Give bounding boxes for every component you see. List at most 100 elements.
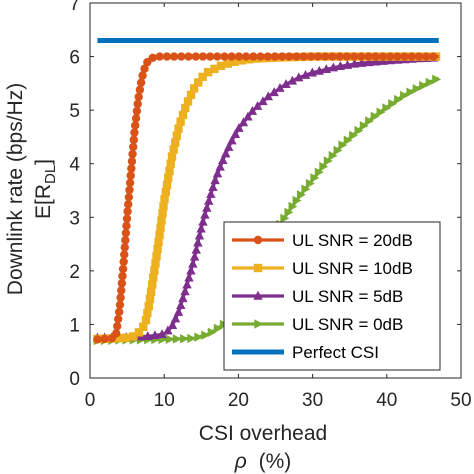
data-point xyxy=(117,279,127,288)
y-axis-suffix: ] xyxy=(32,159,55,165)
data-point xyxy=(221,148,231,158)
series-0 xyxy=(93,52,439,344)
y-axis-subtitle: E[RDL] xyxy=(32,159,59,219)
data-point xyxy=(155,230,164,240)
data-point xyxy=(151,259,160,268)
data-point xyxy=(371,52,380,61)
data-point xyxy=(129,332,138,341)
data-point xyxy=(203,67,213,77)
data-point xyxy=(285,52,294,61)
data-point xyxy=(194,332,204,342)
data-point xyxy=(364,52,373,61)
data-point xyxy=(163,325,173,335)
y-axis-prefix: E[R xyxy=(32,184,55,219)
data-point xyxy=(122,214,132,223)
data-point xyxy=(269,87,279,97)
data-point xyxy=(349,130,359,141)
data-point xyxy=(307,67,318,77)
data-point xyxy=(194,230,205,240)
legend-item: UL SNR = 10dB xyxy=(232,259,413,278)
data-point xyxy=(131,121,140,130)
data-point xyxy=(419,80,429,91)
data-point xyxy=(188,258,198,268)
data-point xyxy=(124,192,134,202)
data-point xyxy=(220,52,229,61)
data-point xyxy=(128,142,138,152)
legend-item: UL SNR = 0dB xyxy=(232,315,403,334)
data-point xyxy=(378,52,388,61)
data-point xyxy=(204,195,214,205)
y-tick-label: 4 xyxy=(69,155,80,176)
data-point xyxy=(112,329,121,338)
data-point xyxy=(213,323,223,334)
data-point xyxy=(180,286,190,296)
data-point xyxy=(328,62,339,72)
data-point xyxy=(210,64,219,74)
data-point xyxy=(237,56,247,65)
data-point xyxy=(333,145,343,156)
data-point xyxy=(178,293,188,303)
x-tick-label: 40 xyxy=(376,390,397,411)
data-point xyxy=(299,52,308,61)
data-point xyxy=(160,194,169,204)
data-point xyxy=(166,159,175,168)
data-point xyxy=(165,166,174,176)
data-point xyxy=(132,106,142,116)
data-point xyxy=(129,135,139,144)
data-point xyxy=(162,180,172,190)
data-point xyxy=(184,272,194,282)
data-point xyxy=(328,150,338,161)
x-axis-title: CSI overhead xyxy=(199,422,327,445)
data-point xyxy=(120,243,129,252)
data-point xyxy=(230,129,241,139)
data-point xyxy=(161,187,170,197)
data-point xyxy=(207,327,217,337)
data-point xyxy=(198,52,208,61)
data-point xyxy=(113,314,123,324)
data-point xyxy=(201,330,211,340)
data-point xyxy=(140,64,149,73)
data-point xyxy=(171,138,180,147)
data-point xyxy=(296,190,306,200)
data-point xyxy=(100,334,109,344)
data-point xyxy=(194,78,203,87)
data-point xyxy=(359,121,369,131)
data-point xyxy=(321,64,332,74)
data-point xyxy=(385,52,395,61)
data-point xyxy=(117,286,126,295)
data-point xyxy=(136,78,146,87)
legend-item: UL SNR = 5dB xyxy=(232,287,403,306)
data-point xyxy=(143,308,152,318)
data-point xyxy=(342,59,353,69)
data-point xyxy=(323,156,333,166)
data-point xyxy=(184,52,193,61)
data-point xyxy=(139,322,148,331)
data-point xyxy=(147,280,157,289)
data-point xyxy=(186,90,196,100)
legend-marker xyxy=(253,235,263,245)
data-point xyxy=(186,265,196,275)
data-point xyxy=(126,171,135,180)
data-point xyxy=(270,52,280,61)
data-point xyxy=(125,185,134,195)
y-tick-label: 2 xyxy=(69,262,80,283)
data-point xyxy=(202,202,212,212)
data-point xyxy=(310,173,320,183)
data-point xyxy=(343,135,353,145)
data-point xyxy=(314,65,325,75)
data-point xyxy=(196,223,206,233)
data-point xyxy=(218,155,228,164)
data-point xyxy=(153,244,162,254)
data-point xyxy=(382,103,392,113)
data-point xyxy=(189,84,199,93)
data-point xyxy=(125,178,135,188)
data-point xyxy=(144,301,153,311)
legend-label: UL SNR = 20dB xyxy=(292,231,413,250)
data-point xyxy=(113,322,122,331)
data-point xyxy=(335,52,344,61)
data-point xyxy=(294,72,304,82)
data-point xyxy=(252,101,263,110)
data-point xyxy=(210,175,220,185)
data-point xyxy=(134,92,143,102)
